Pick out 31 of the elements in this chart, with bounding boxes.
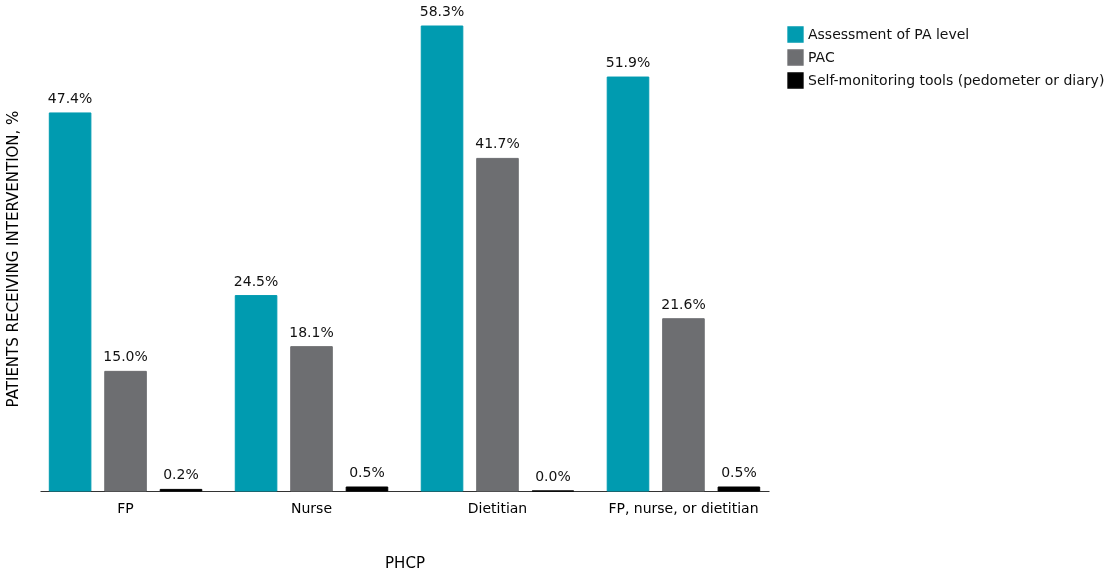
x-tick-label: Dietitian bbox=[467, 499, 528, 516]
data-label: 0.2% bbox=[163, 466, 199, 483]
bar bbox=[345, 486, 389, 492]
data-label: 58.3% bbox=[419, 3, 465, 19]
data-label: 0.0% bbox=[535, 468, 571, 484]
data-label: 51.9% bbox=[605, 54, 651, 71]
x-tick-label: FP, nurse, or dietitian bbox=[608, 499, 759, 516]
data-label: 18.1% bbox=[289, 323, 334, 340]
bar bbox=[104, 370, 147, 492]
x-axis-title: PHCP bbox=[385, 553, 425, 572]
data-label: 0.5% bbox=[721, 464, 757, 481]
data-label: 15.0% bbox=[103, 348, 148, 365]
x-tick-label: FP bbox=[117, 499, 134, 516]
bar bbox=[662, 318, 705, 492]
data-label: 24.5% bbox=[233, 272, 279, 289]
legend-label: PAC bbox=[808, 48, 835, 65]
legend-label: Self-monitoring tools (pedometer or diary) bbox=[808, 71, 1105, 88]
bar bbox=[420, 25, 464, 492]
legend-label: Assessment of PA level bbox=[808, 25, 970, 42]
data-label: 21.6% bbox=[661, 295, 706, 312]
bar bbox=[717, 486, 761, 492]
data-label: 47.4% bbox=[47, 89, 93, 106]
data-label: 0.5% bbox=[349, 464, 385, 481]
x-tick-label: Nurse bbox=[291, 499, 333, 516]
bar bbox=[476, 157, 519, 492]
bar bbox=[234, 295, 278, 492]
bar bbox=[48, 112, 92, 492]
bar bbox=[606, 76, 650, 492]
data-label: 41.7% bbox=[475, 135, 520, 152]
y-axis-title: PATIENTS RECEIVING INTERVENTION, % bbox=[3, 110, 22, 408]
bar bbox=[290, 346, 333, 492]
